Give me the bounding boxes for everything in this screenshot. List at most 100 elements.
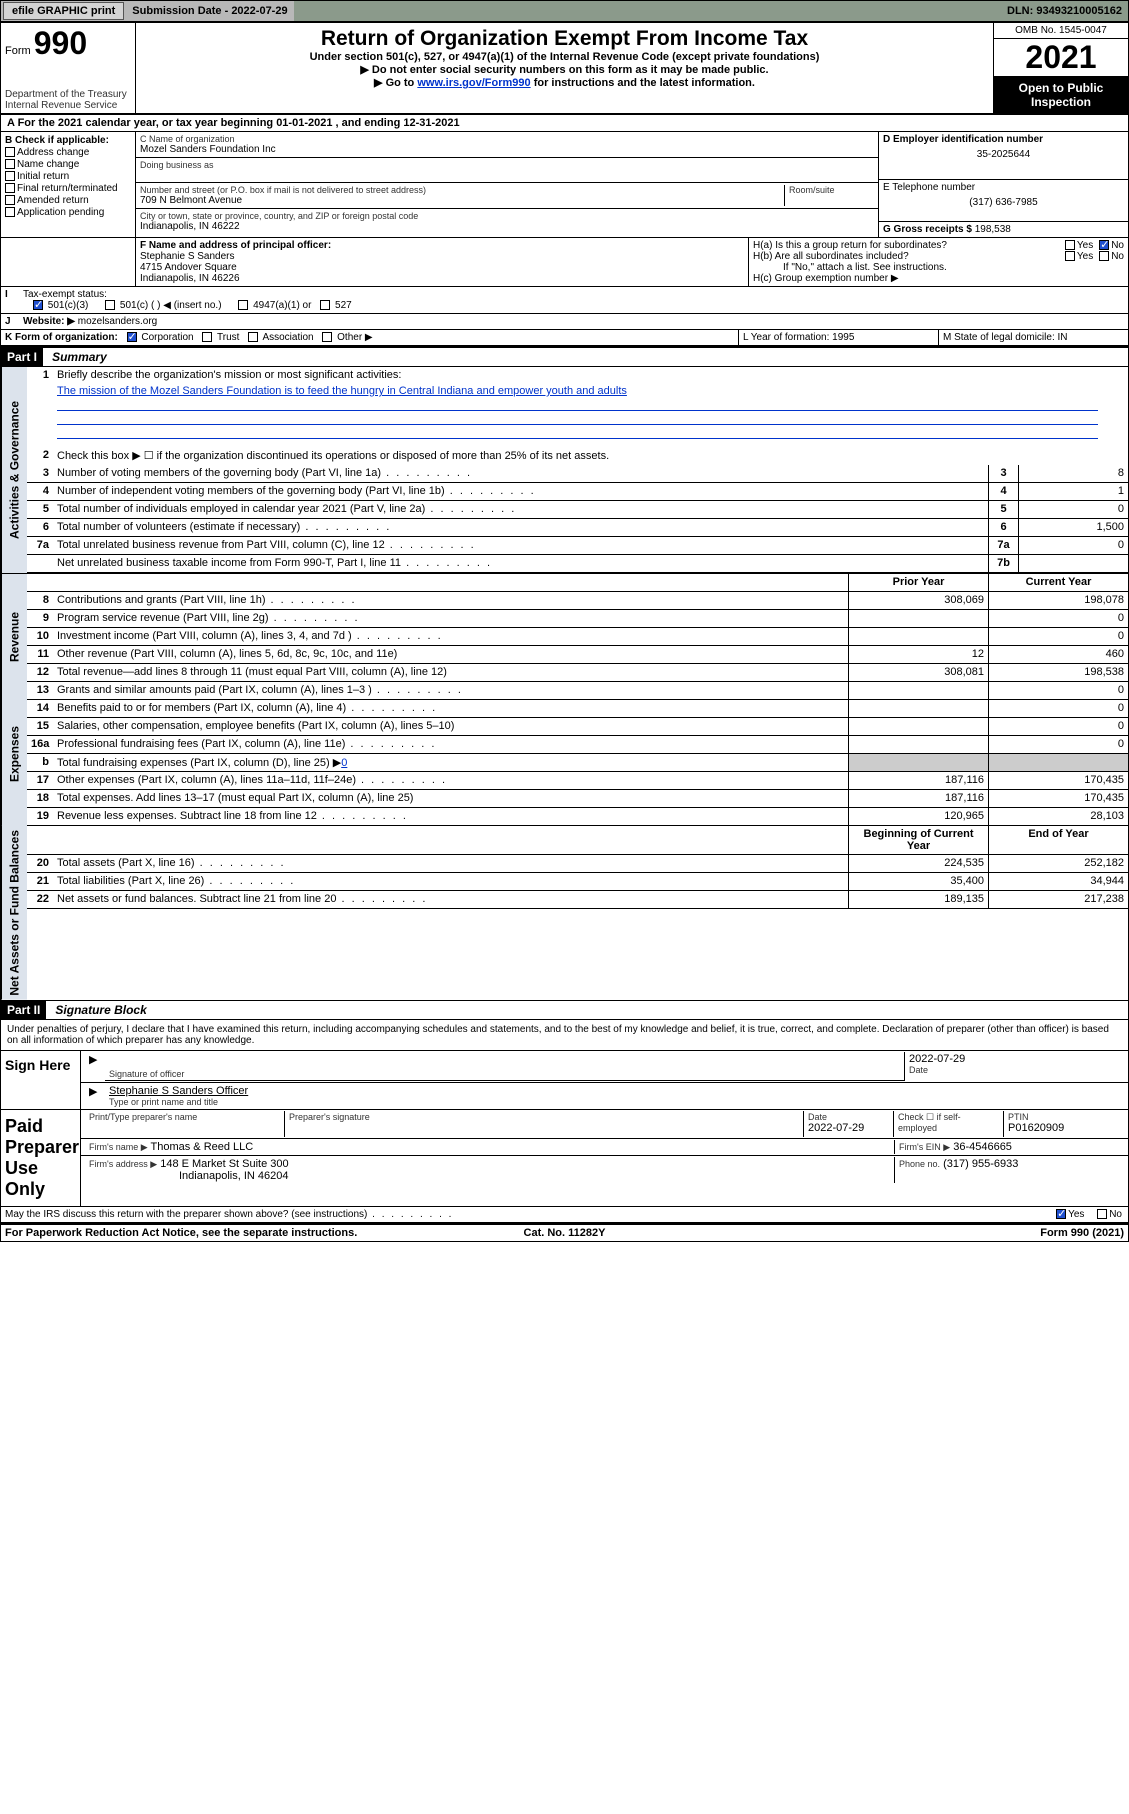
line10-prior: [848, 628, 988, 645]
prep-date: 2022-07-29: [808, 1122, 889, 1134]
row-klm: K Form of organization: Corporation Trus…: [1, 330, 1128, 347]
ptin-label: PTIN: [1008, 1112, 1120, 1122]
firm-phone-label: Phone no.: [899, 1159, 940, 1169]
chk-final-return[interactable]: Final return/terminated: [5, 183, 131, 194]
street-address: 709 N Belmont Avenue: [140, 195, 784, 206]
chk-4947[interactable]: 4947(a)(1) or: [238, 300, 311, 311]
chk-other[interactable]: Other ▶: [322, 332, 372, 343]
line18-prior: 187,116: [848, 790, 988, 807]
goto-pre: ▶ Go to: [374, 77, 417, 89]
arrow-icon: ▶: [89, 1054, 97, 1066]
chk-501c[interactable]: 501(c) ( ) ◀ (insert no.): [105, 300, 221, 311]
e-label: E Telephone number: [883, 182, 1124, 193]
line10-current: 0: [988, 628, 1128, 645]
discuss-text: May the IRS discuss this return with the…: [1, 1207, 968, 1222]
chk-assoc[interactable]: Association: [248, 332, 313, 343]
line17-current: 170,435: [988, 772, 1128, 789]
goto-post: for instructions and the latest informat…: [531, 77, 755, 89]
ha-yes[interactable]: Yes: [1065, 240, 1093, 251]
line11-text: Other revenue (Part VIII, column (A), li…: [53, 646, 848, 663]
prep-sig-label: Preparer's signature: [289, 1112, 799, 1122]
line8-current: 198,078: [988, 592, 1128, 609]
discuss-row: May the IRS discuss this return with the…: [1, 1206, 1128, 1223]
line17-text: Other expenses (Part IX, column (A), lin…: [53, 772, 848, 789]
form-word: Form: [5, 45, 31, 57]
mission-text[interactable]: The mission of the Mozel Sanders Foundat…: [57, 385, 627, 397]
end-year-header: End of Year: [988, 826, 1128, 854]
chk-527[interactable]: 527: [320, 300, 351, 311]
discuss-yes[interactable]: Yes: [1056, 1209, 1084, 1220]
line16b-link[interactable]: 0: [341, 757, 347, 769]
line16b-current: [988, 754, 1128, 771]
part1-title: Summary: [46, 348, 113, 366]
header-left: Form 990 Department of the Treasury Inte…: [1, 23, 136, 113]
footer-left: For Paperwork Reduction Act Notice, see …: [5, 1227, 378, 1239]
line15-text: Salaries, other compensation, employee b…: [53, 718, 848, 735]
chk-501c3[interactable]: 501(c)(3): [33, 300, 88, 311]
line20-end: 252,182: [988, 855, 1128, 872]
discuss-no[interactable]: No: [1097, 1209, 1122, 1220]
part2-header: Part II Signature Block: [1, 1000, 1128, 1020]
sidebar-revenue: Revenue: [1, 592, 27, 682]
chk-application-pending[interactable]: Application pending: [5, 207, 131, 218]
part2-label: Part II: [1, 1001, 46, 1019]
line9-text: Program service revenue (Part VIII, line…: [53, 610, 848, 627]
hb-yes[interactable]: Yes: [1065, 251, 1093, 262]
line9-prior: [848, 610, 988, 627]
top-toolbar: efile GRAPHIC print Submission Date - 20…: [0, 0, 1129, 22]
line19-current: 28,103: [988, 808, 1128, 825]
chk-name-change[interactable]: Name change: [5, 159, 131, 170]
line7b-text: Net unrelated business taxable income fr…: [53, 555, 988, 572]
part1-header: Part I Summary: [1, 347, 1128, 367]
page-footer: For Paperwork Reduction Act Notice, see …: [1, 1223, 1128, 1241]
chk-initial-return[interactable]: Initial return: [5, 171, 131, 182]
line11-current: 460: [988, 646, 1128, 663]
firm-phone: (317) 955-6933: [943, 1158, 1018, 1170]
line15-current: 0: [988, 718, 1128, 735]
open-to-public: Open to Public Inspection: [994, 77, 1128, 113]
self-employed-check[interactable]: Check ☐ if self-employed: [894, 1111, 1004, 1137]
line14-prior: [848, 700, 988, 717]
ha-no[interactable]: No: [1099, 240, 1124, 251]
tax-year: 2021: [994, 39, 1128, 77]
officer-name: Stephanie S Sanders: [140, 251, 744, 262]
org-name: Mozel Sanders Foundation Inc: [140, 144, 874, 155]
officer-addr2: Indianapolis, IN 46226: [140, 273, 744, 284]
current-year-header: Current Year: [988, 574, 1128, 591]
footer-mid: Cat. No. 11282Y: [378, 1227, 751, 1239]
line19-prior: 120,965: [848, 808, 988, 825]
line14-text: Benefits paid to or for members (Part IX…: [53, 700, 848, 717]
form-subtitle: Under section 501(c), 527, or 4947(a)(1)…: [142, 51, 987, 63]
ssn-warning: ▶ Do not enter social security numbers o…: [142, 63, 987, 76]
ruled-line: [57, 425, 1098, 439]
line4-val: 1: [1018, 483, 1128, 500]
form-header: Form 990 Department of the Treasury Inte…: [1, 23, 1128, 115]
firm-addr-label: Firm's address ▶: [89, 1159, 157, 1169]
line20-text: Total assets (Part X, line 16): [53, 855, 848, 872]
line12-text: Total revenue—add lines 8 through 11 (mu…: [53, 664, 848, 681]
type-name-label: Type or print name and title: [109, 1097, 1120, 1107]
hb-no[interactable]: No: [1099, 251, 1124, 262]
addr-label: Number and street (or P.O. box if mail i…: [140, 185, 784, 195]
line5-val: 0: [1018, 501, 1128, 518]
line17-prior: 187,116: [848, 772, 988, 789]
row-j-website: J Website: ▶ mozelsanders.org: [1, 314, 1128, 330]
goto-line: ▶ Go to www.irs.gov/Form990 for instruct…: [142, 76, 987, 89]
city-label: City or town, state or province, country…: [140, 211, 874, 221]
sig-officer-label: Signature of officer: [109, 1069, 900, 1079]
efile-print-button[interactable]: efile GRAPHIC print: [3, 2, 124, 20]
chk-amended-return[interactable]: Amended return: [5, 195, 131, 206]
footer-right: Form 990 (2021): [751, 1227, 1124, 1239]
line22-end: 217,238: [988, 891, 1128, 908]
chk-trust[interactable]: Trust: [202, 332, 239, 343]
chk-address-change[interactable]: Address change: [5, 147, 131, 158]
irs-link[interactable]: www.irs.gov/Form990: [417, 77, 530, 89]
chk-corp[interactable]: Corporation: [127, 332, 194, 343]
k-text: K Form of organization:: [5, 332, 118, 343]
c-name-label: C Name of organization: [140, 134, 874, 144]
line19-text: Revenue less expenses. Subtract line 18 …: [53, 808, 848, 825]
column-d-e-g: D Employer identification number 35-2025…: [878, 132, 1128, 237]
line13-text: Grants and similar amounts paid (Part IX…: [53, 682, 848, 699]
line5-text: Total number of individuals employed in …: [53, 501, 988, 518]
line2-text: Check this box ▶ ☐ if the organization d…: [53, 447, 1128, 465]
